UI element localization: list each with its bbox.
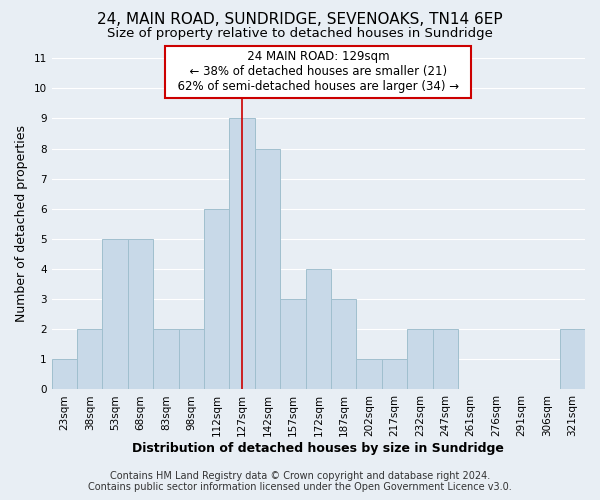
- Bar: [407, 329, 433, 390]
- Bar: [153, 329, 179, 390]
- Bar: [255, 148, 280, 390]
- Bar: [103, 239, 128, 390]
- Bar: [356, 360, 382, 390]
- Bar: [52, 360, 77, 390]
- Bar: [280, 299, 305, 390]
- Bar: [433, 329, 458, 390]
- Bar: [560, 329, 585, 390]
- Text: 24 MAIN ROAD: 129sqm   
  ← 38% of detached houses are smaller (21)  
  62% of s: 24 MAIN ROAD: 129sqm ← 38% of detached h…: [170, 50, 467, 94]
- Bar: [382, 360, 407, 390]
- Bar: [204, 209, 229, 390]
- Text: Size of property relative to detached houses in Sundridge: Size of property relative to detached ho…: [107, 28, 493, 40]
- Text: Contains HM Land Registry data © Crown copyright and database right 2024.
Contai: Contains HM Land Registry data © Crown c…: [88, 471, 512, 492]
- X-axis label: Distribution of detached houses by size in Sundridge: Distribution of detached houses by size …: [133, 442, 504, 455]
- Bar: [77, 329, 103, 390]
- Bar: [331, 299, 356, 390]
- Y-axis label: Number of detached properties: Number of detached properties: [15, 126, 28, 322]
- Text: 24, MAIN ROAD, SUNDRIDGE, SEVENOAKS, TN14 6EP: 24, MAIN ROAD, SUNDRIDGE, SEVENOAKS, TN1…: [97, 12, 503, 28]
- Bar: [128, 239, 153, 390]
- Bar: [305, 269, 331, 390]
- Bar: [179, 329, 204, 390]
- Bar: [229, 118, 255, 390]
